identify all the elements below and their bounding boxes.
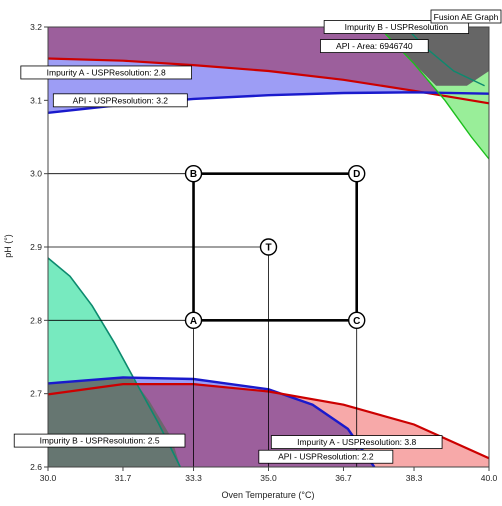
boundary-label-text: Impurity A - USPResolution: 2.8 [47, 67, 166, 77]
boundary-label-text: API - Area: 6946740 [336, 41, 413, 51]
boundary-line [47, 57, 490, 105]
x-tick-label: 35.0 [260, 473, 277, 483]
x-tick-label: 30.0 [40, 473, 57, 483]
y-axis-ticks: 2.6 2.7 2.8 2.9 3.0 3.1 3.2 [30, 22, 48, 472]
chart-title: Fusion AE Graph [434, 12, 499, 22]
x-tick-label: 38.3 [406, 473, 423, 483]
x-tick-label: 36.7 [335, 473, 352, 483]
boundary-label-text: Impurity B - USPResolution: 2.5 [40, 436, 160, 446]
x-tick-label: 31.7 [115, 473, 132, 483]
design-point: B [184, 164, 203, 183]
design-point-marker [184, 164, 203, 183]
boundary-label: API - USPResolution: 3.2 [52, 93, 188, 108]
boundary-label-box [20, 65, 192, 80]
boundary-label-box [258, 449, 394, 464]
boundary-label-box [13, 433, 186, 448]
design-point-label: C [353, 316, 360, 327]
boundary-label-box [270, 435, 443, 449]
y-tick-label: 2.6 [30, 462, 42, 472]
design-point-label: A [190, 316, 197, 327]
x-axis-ticks: 30.0 31.7 33.3 35.0 36.7 38.3 40.0 [40, 467, 498, 483]
design-space-box [192, 172, 358, 322]
boundary-line [47, 257, 182, 468]
boundary-label: Impurity A - USPResolution: 3.8 [270, 435, 443, 449]
boundary-label-box [52, 93, 188, 108]
boundary-label-box [320, 39, 429, 53]
boundary-label-box [323, 20, 470, 34]
design-point-label: D [353, 169, 360, 180]
boundary-label: API - USPResolution: 2.2 [258, 449, 394, 464]
y-axis-label: pH (°) [3, 234, 13, 258]
y-tick-label: 3.2 [30, 22, 42, 32]
chart-title-box: Fusion AE Graph [430, 9, 502, 24]
design-point-marker [348, 311, 366, 330]
design-point: T [259, 238, 278, 256]
boundary-line [404, 26, 485, 87]
boundary-label: Impurity B - USPResolution [323, 20, 470, 34]
y-tick-label: 3.0 [30, 169, 42, 179]
design-point-label: B [190, 169, 197, 180]
boundary-label-text: API - USPResolution: 3.2 [73, 95, 169, 105]
x-tick-label: 40.0 [481, 473, 498, 483]
boundary-label-text: Impurity B - USPResolution [345, 22, 449, 32]
design-space-lines [48, 172, 358, 467]
boundary-labels: Impurity A - USPResolution: 2.8 API - USP… [13, 20, 470, 464]
boundary-label: Impurity B - USPResolution: 2.5 [13, 433, 186, 448]
design-point: A [184, 311, 203, 330]
design-point: C [348, 311, 366, 330]
design-points: A B C D T [184, 164, 366, 330]
y-tick-label: 2.9 [30, 242, 42, 252]
design-point-label: T [265, 243, 271, 254]
design-point-marker [259, 238, 278, 256]
y-tick-label: 3.1 [30, 95, 42, 105]
design-point-marker [348, 164, 366, 183]
y-tick-label: 2.7 [30, 389, 42, 399]
boundary-label: Impurity A - USPResolution: 2.8 [20, 65, 192, 80]
y-tick-label: 2.8 [30, 315, 42, 325]
x-tick-label: 33.3 [185, 473, 202, 483]
boundary-label-text: API - USPResolution: 2.2 [278, 452, 374, 462]
design-point: D [348, 164, 366, 183]
design-point-marker [184, 311, 203, 330]
boundary-label-text: Impurity A - USPResolution: 3.8 [297, 437, 416, 447]
x-axis-label: Oven Temperature (°C) [222, 490, 315, 500]
boundary-label: API - Area: 6946740 [320, 39, 429, 53]
